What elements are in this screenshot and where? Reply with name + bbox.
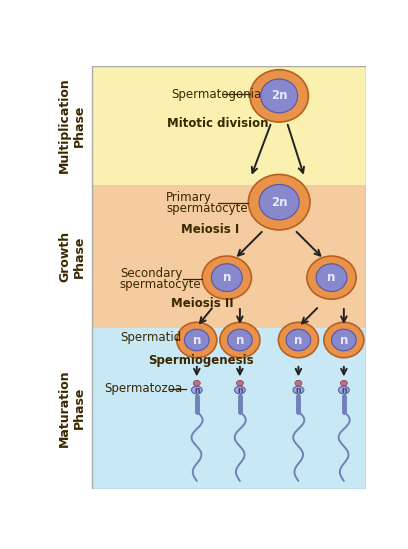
Ellipse shape <box>228 329 252 351</box>
Text: Meiosis I: Meiosis I <box>181 223 239 236</box>
Text: Spermatozoa: Spermatozoa <box>104 382 182 395</box>
Ellipse shape <box>307 256 356 299</box>
Text: n: n <box>341 385 347 395</box>
Text: n: n <box>223 271 231 284</box>
Bar <box>92 66 366 185</box>
Ellipse shape <box>259 184 299 220</box>
Bar <box>92 328 366 489</box>
Ellipse shape <box>193 380 200 386</box>
Ellipse shape <box>339 386 349 394</box>
Text: n: n <box>340 333 348 346</box>
Text: Spermiogenesis: Spermiogenesis <box>148 354 254 367</box>
Ellipse shape <box>316 264 347 292</box>
Ellipse shape <box>261 79 298 113</box>
Ellipse shape <box>184 329 209 351</box>
Text: n: n <box>296 385 301 395</box>
Ellipse shape <box>286 329 311 351</box>
Bar <box>92 185 366 328</box>
Text: 2n: 2n <box>271 195 287 209</box>
Text: Spermatid: Spermatid <box>120 331 181 344</box>
Text: Mitotic division: Mitotic division <box>167 117 268 130</box>
Text: Primary: Primary <box>166 191 212 204</box>
Bar <box>92 66 366 489</box>
Text: n: n <box>194 385 200 395</box>
Ellipse shape <box>211 264 242 292</box>
Text: n: n <box>327 271 336 284</box>
Ellipse shape <box>340 380 347 386</box>
Ellipse shape <box>236 380 243 386</box>
Ellipse shape <box>324 322 364 358</box>
Text: n: n <box>193 333 201 346</box>
Text: n: n <box>294 333 303 346</box>
Ellipse shape <box>220 322 260 358</box>
Ellipse shape <box>177 322 217 358</box>
Text: n: n <box>236 333 244 346</box>
Ellipse shape <box>248 175 310 230</box>
Ellipse shape <box>332 329 356 351</box>
Text: Meiosis II: Meiosis II <box>171 298 233 310</box>
Text: 2n: 2n <box>271 89 287 103</box>
Text: Multiplication
Phase: Multiplication Phase <box>58 77 86 173</box>
Ellipse shape <box>202 256 251 299</box>
Ellipse shape <box>293 386 304 394</box>
Ellipse shape <box>278 322 318 358</box>
Ellipse shape <box>235 386 245 394</box>
Ellipse shape <box>295 380 302 386</box>
Text: Growth
Phase: Growth Phase <box>58 231 86 282</box>
Text: Secondary: Secondary <box>120 267 182 281</box>
Ellipse shape <box>191 386 202 394</box>
Ellipse shape <box>250 70 308 122</box>
Text: Maturation
Phase: Maturation Phase <box>58 369 86 447</box>
Text: n: n <box>237 385 243 395</box>
Text: spermatocyte: spermatocyte <box>120 278 202 291</box>
Text: Spermatogonia: Spermatogonia <box>171 88 262 101</box>
Text: spermatocyte: spermatocyte <box>166 202 248 215</box>
